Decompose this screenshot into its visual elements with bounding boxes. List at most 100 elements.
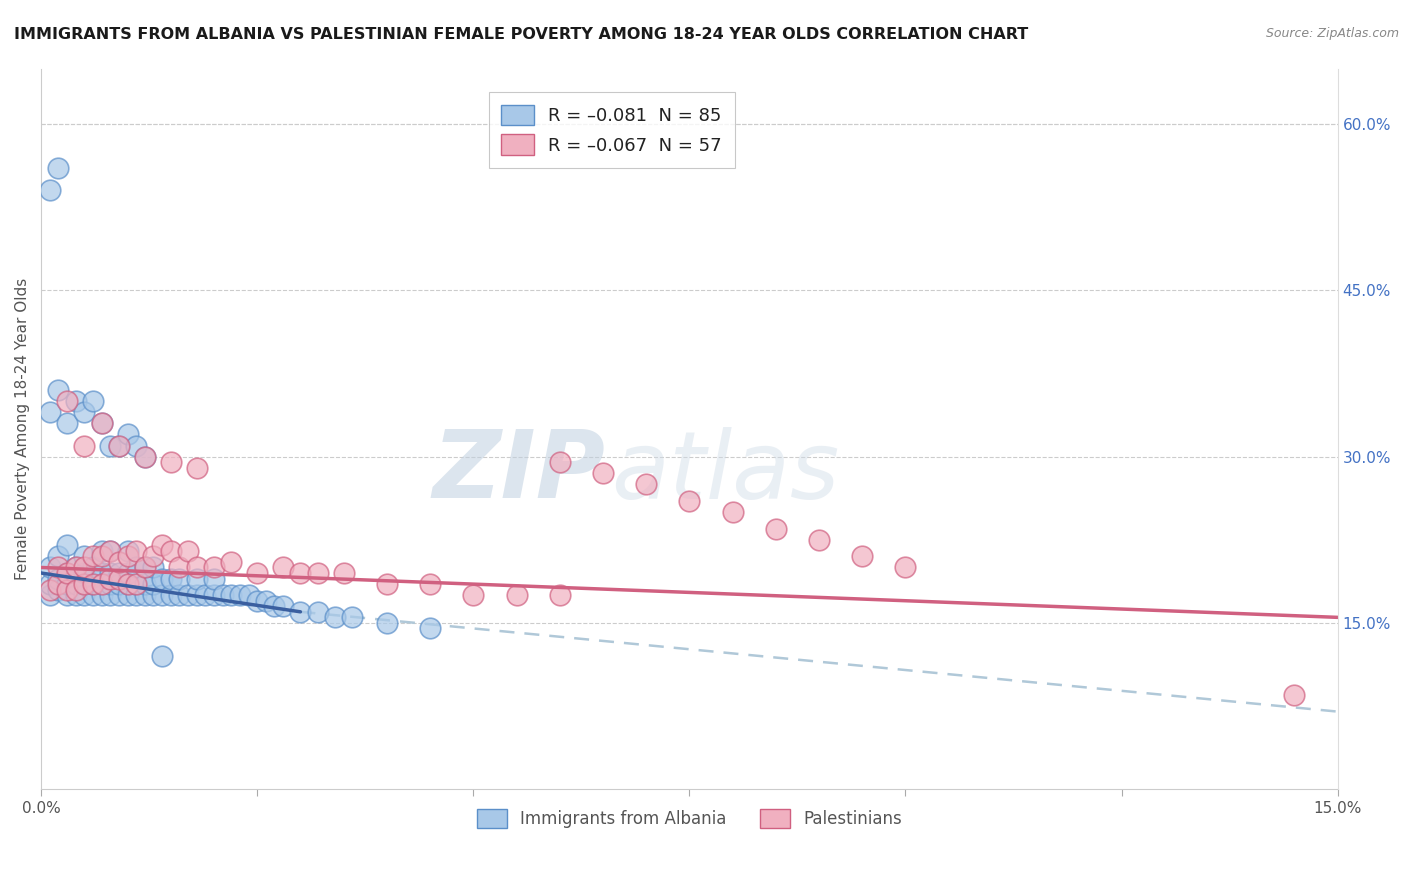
Point [98,572,121,586]
Point [82,394,104,409]
Point [108,588,131,602]
Point [90,417,112,431]
Point [229,588,252,602]
Point [263,599,285,614]
Point [211,588,233,602]
Point [505,588,527,602]
Point [56,394,79,409]
Point [108,572,131,586]
Point [56,582,79,597]
Point [721,505,744,519]
Point [246,566,269,580]
Point [150,588,173,602]
Point [82,588,104,602]
Point [271,599,294,614]
Point [159,544,181,558]
Point [169,572,191,586]
Point [56,417,79,431]
Point [108,438,131,452]
Point [894,560,917,574]
Point [150,538,173,552]
Point [142,549,165,564]
Point [98,544,121,558]
Point [73,566,96,580]
Point [65,394,87,409]
Point [678,494,700,508]
Point [108,566,131,580]
Point [307,566,329,580]
Point [186,588,208,602]
Point [134,560,156,574]
Point [238,588,260,602]
Point [90,577,112,591]
Point [125,588,148,602]
Point [65,577,87,591]
Point [125,577,148,591]
Point [142,588,165,602]
Point [117,566,139,580]
Point [851,549,873,564]
Point [159,572,181,586]
Point [65,582,87,597]
Point [169,588,191,602]
Point [48,383,70,397]
Point [108,577,131,591]
Point [82,577,104,591]
Text: IMMIGRANTS FROM ALBANIA VS PALESTINIAN FEMALE POVERTY AMONG 18-24 YEAR OLDS CORR: IMMIGRANTS FROM ALBANIA VS PALESTINIAN F… [14,27,1028,42]
Point [463,588,485,602]
Point [98,577,121,591]
Point [134,450,156,464]
Point [375,577,398,591]
Point [38,560,60,574]
Point [98,566,121,580]
Point [90,566,112,580]
Point [65,588,87,602]
Point [332,566,354,580]
Point [48,560,70,574]
Point [98,588,121,602]
Point [202,588,225,602]
Text: Source: ZipAtlas.com: Source: ZipAtlas.com [1265,27,1399,40]
Point [48,577,70,591]
Point [73,577,96,591]
Point [150,649,173,664]
Point [56,538,79,552]
Point [307,605,329,619]
Point [636,477,658,491]
Point [90,588,112,602]
Point [159,588,181,602]
Point [142,577,165,591]
Point [56,566,79,580]
Point [342,610,364,624]
Point [56,577,79,591]
Point [82,560,104,574]
Point [202,560,225,574]
Point [73,405,96,419]
Point [134,577,156,591]
Legend: Immigrants from Albania, Palestinians: Immigrants from Albania, Palestinians [470,803,908,835]
Point [108,438,131,452]
Point [290,605,312,619]
Point [125,577,148,591]
Point [117,588,139,602]
Point [202,572,225,586]
Point [38,577,60,591]
Point [159,455,181,469]
Point [548,455,571,469]
Point [134,560,156,574]
Point [117,427,139,442]
Point [56,588,79,602]
Point [65,560,87,574]
Point [219,588,242,602]
Point [186,572,208,586]
Point [90,544,112,558]
Point [375,615,398,630]
Point [219,555,242,569]
Point [186,460,208,475]
Y-axis label: Female Poverty Among 18-24 Year Olds: Female Poverty Among 18-24 Year Olds [15,277,30,580]
Point [134,588,156,602]
Point [73,588,96,602]
Point [125,560,148,574]
Point [108,555,131,569]
Point [142,560,165,574]
